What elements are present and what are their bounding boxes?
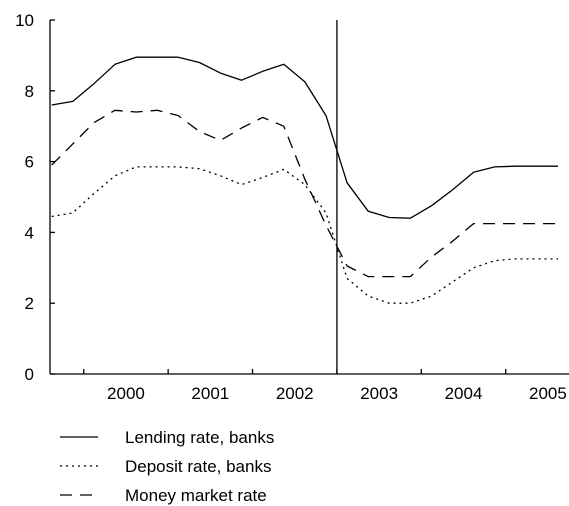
x-tick-label: 2003 <box>360 384 398 403</box>
legend: Lending rate, banks Deposit rate, banks Mo… <box>60 428 274 505</box>
axes <box>49 20 569 375</box>
x-tick-label: 2005 <box>529 384 567 403</box>
series-line-dashed <box>51 109 558 278</box>
y-tick-label: 4 <box>25 223 34 242</box>
legend-label: Money market rate <box>125 486 267 505</box>
ticks: 0 2 4 6 8 10 2000 2001 2002 2003 2004 2005 <box>15 11 567 403</box>
x-tick-label: 2000 <box>107 384 145 403</box>
series-line-dotted <box>51 166 558 304</box>
legend-label: Deposit rate, banks <box>125 457 271 476</box>
x-tick-label: 2001 <box>191 384 229 403</box>
y-tick-label: 6 <box>25 153 34 172</box>
legend-label: Lending rate, banks <box>125 428 274 447</box>
series-line-solid <box>51 56 558 219</box>
y-tick-label: 10 <box>15 11 34 30</box>
y-tick-label: 0 <box>25 365 34 384</box>
x-tick-label: 2004 <box>445 384 483 403</box>
plot-lines <box>51 56 558 304</box>
x-tick-label: 2002 <box>276 384 314 403</box>
y-tick-label: 8 <box>25 82 34 101</box>
y-tick-label: 2 <box>25 294 34 313</box>
